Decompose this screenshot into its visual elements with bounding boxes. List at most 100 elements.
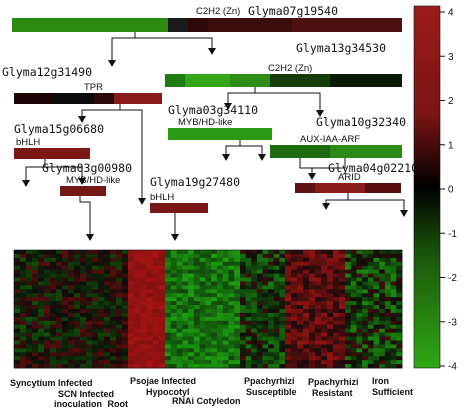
heatmap-cell [390,293,397,298]
heatmap-cell [158,316,166,322]
heatmap-cell [158,250,166,255]
heatmap-cell [273,348,280,353]
heatmap-cell [74,257,81,263]
heatmap-cell [268,364,275,369]
heatmap-cell [345,360,352,365]
heatmap-cell [268,352,275,357]
heatmap-cell [68,364,75,369]
heatmap-cell [122,289,129,294]
heatmap-cell [291,312,298,318]
heatmap-cell [356,285,363,290]
heatmap-cell [211,265,218,271]
heatmap-cell [321,253,328,259]
heatmap-cell [222,332,229,337]
heatmap-cell [390,309,397,314]
heatmap-cell [80,293,87,298]
heatmap-cell [216,301,224,306]
heatmap-cell [14,316,21,322]
heatmap-cell [44,320,51,326]
heatmap-cell [62,301,69,306]
heatmap-cell [273,356,280,361]
heatmap-cell [122,269,129,274]
heatmap-cell [333,312,340,318]
heatmap-cell [262,352,269,357]
heatmap-cell [128,250,135,255]
heatmap-cell [193,356,201,361]
heatmap-cell [92,320,99,326]
heatmap-cell [170,344,177,349]
heatmap-cell [199,305,206,310]
heatmap-cell [20,289,27,294]
heatmap-cell [303,257,310,263]
heatmap-cell [20,305,27,310]
heatmap-cell [80,277,87,282]
heatmap-cell [122,324,129,330]
heatmap-cell [396,301,403,306]
heatmap-cell [20,364,27,369]
colorbar-tick-label: 3 [448,52,454,63]
heatmap-cell [256,364,263,369]
heatmap-cell [285,265,292,271]
heatmap-cell [165,348,172,353]
heatmap-cell [268,332,275,337]
heatmap-cell [268,285,275,290]
heatmap-cell [262,265,269,271]
heatmap-cell [228,320,235,326]
heatmap-cell [14,340,21,345]
heatmap-cell [128,257,135,263]
heatmap-cell [80,265,87,271]
heatmap-cell [158,344,166,349]
heatmap-cell [228,348,235,353]
heatmap-cell [297,285,304,290]
heatmap-cell [222,328,229,333]
heatmap-cell [205,301,212,306]
heatmap-cell [74,277,81,282]
heatmap-cell [291,340,298,345]
heatmap-cell [56,360,63,365]
heatmap-cell [345,364,352,369]
heatmap-cell [273,340,280,345]
heatmap-cell [146,285,154,290]
heatmap-cell [92,328,99,333]
heatmap-cell [234,293,241,298]
heatmap-cell [379,281,386,286]
heatmap-cell [367,360,374,365]
heatmap-cell [222,261,229,267]
heatmap-cell [14,253,21,259]
heatmap-cell [309,328,316,333]
heatmap-cell [170,356,177,361]
heatmap-cell [188,352,195,357]
heatmap-cell [74,250,81,255]
heatmap-cell [333,273,340,278]
heatmap-cell [297,289,304,294]
heatmap-cell [345,312,352,318]
heatmap-cell [56,344,63,349]
heatmap-cell [373,261,380,267]
heatmap-cell [182,348,189,353]
heatmap-cell [98,336,105,341]
family-label-g19: bHLH [150,192,174,203]
heatmap-cell [170,320,177,326]
heatmap-cell [379,324,386,330]
heatmap-cell [165,269,172,274]
heatmap-cell [14,269,21,274]
heatmap-cell [50,336,57,341]
heatmap-cell [182,360,189,365]
heatmap-cell [211,340,218,345]
heatmap-cell [262,285,269,290]
heatmap-cell [86,301,93,306]
heatmap-cell [182,250,189,255]
heatmap-cell [56,297,63,302]
heatmap-cell [362,344,369,349]
heatmap-cell [50,253,57,259]
heatmap-cell [356,356,363,361]
heatmap-cell [140,344,147,349]
heatmap-cell [146,309,154,314]
heatmap-cell [262,320,269,326]
heatmap-cell [182,269,189,274]
heatmap-cell [384,297,391,302]
heatmap-cell [309,336,316,341]
heatmap-cell [350,328,357,333]
heatmap-cell [285,364,292,369]
heatmap-cell [86,312,93,318]
